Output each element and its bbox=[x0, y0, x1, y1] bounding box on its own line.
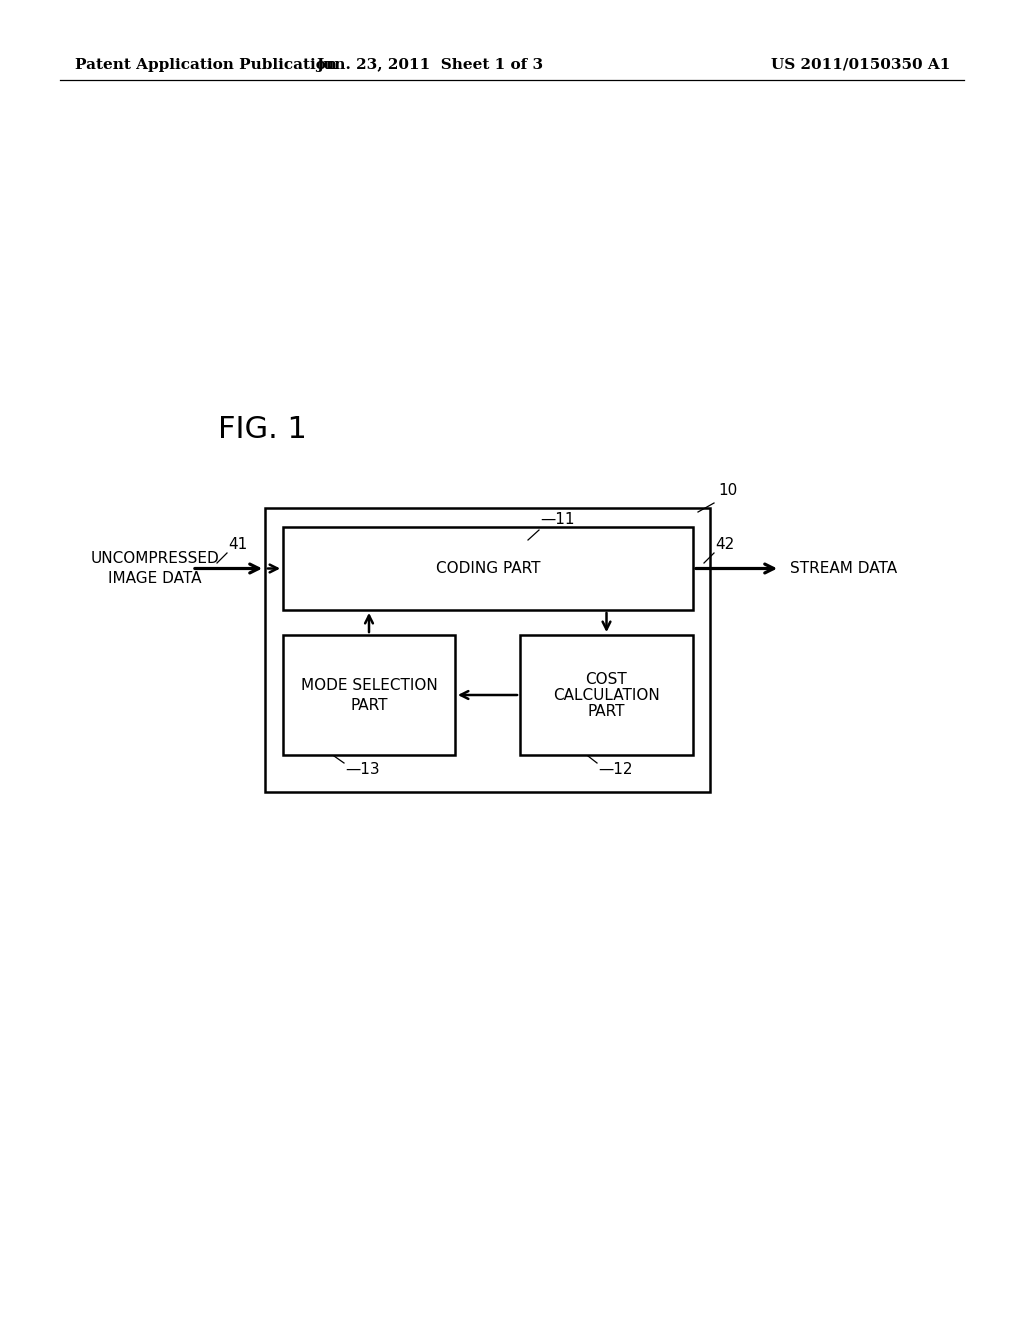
Text: 41: 41 bbox=[228, 537, 247, 552]
Text: Patent Application Publication: Patent Application Publication bbox=[75, 58, 337, 73]
Text: CODING PART: CODING PART bbox=[436, 561, 541, 576]
Bar bbox=[520, 635, 693, 755]
Bar bbox=[283, 635, 455, 755]
Text: FIG. 1: FIG. 1 bbox=[218, 416, 307, 445]
Text: IMAGE DATA: IMAGE DATA bbox=[109, 572, 202, 586]
Text: PART: PART bbox=[588, 704, 626, 718]
Bar bbox=[265, 508, 710, 792]
Text: STREAM DATA: STREAM DATA bbox=[790, 561, 897, 576]
Text: UNCOMPRESSED: UNCOMPRESSED bbox=[91, 550, 219, 566]
Text: 10: 10 bbox=[718, 483, 737, 498]
Text: CALCULATION: CALCULATION bbox=[553, 688, 659, 702]
Text: —13: —13 bbox=[345, 762, 380, 777]
Text: —11: —11 bbox=[540, 512, 574, 527]
Bar bbox=[283, 527, 693, 610]
Text: COST: COST bbox=[586, 672, 628, 686]
Text: US 2011/0150350 A1: US 2011/0150350 A1 bbox=[771, 58, 950, 73]
Text: PART: PART bbox=[350, 697, 388, 713]
Text: 42: 42 bbox=[715, 537, 734, 552]
Text: Jun. 23, 2011  Sheet 1 of 3: Jun. 23, 2011 Sheet 1 of 3 bbox=[316, 58, 544, 73]
Text: MODE SELECTION: MODE SELECTION bbox=[301, 677, 437, 693]
Text: —12: —12 bbox=[598, 762, 633, 777]
